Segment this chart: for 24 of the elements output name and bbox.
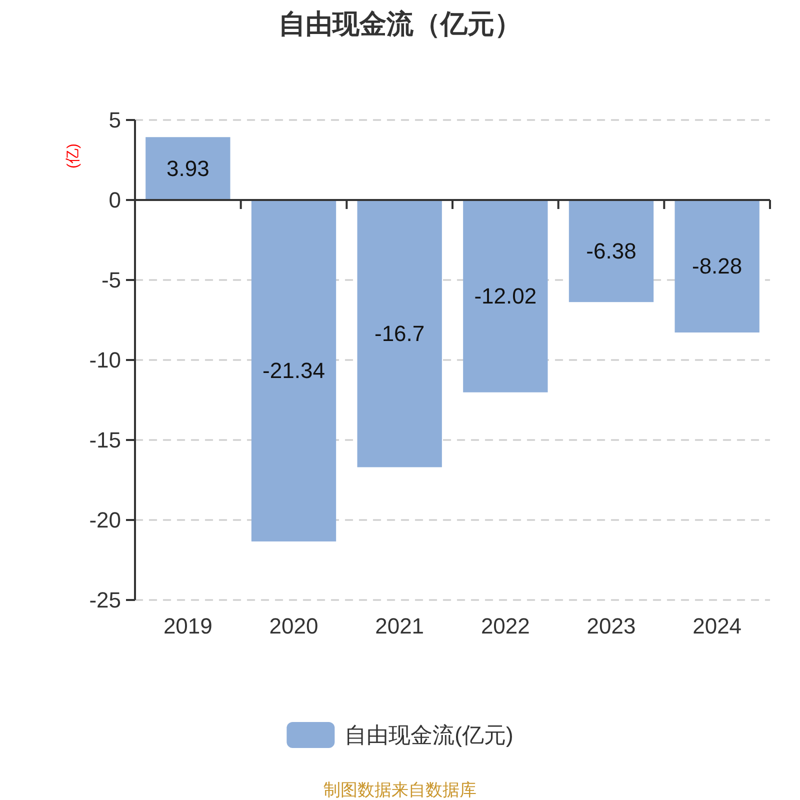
text: 制图数据来自数据库 [324,780,476,800]
y-tick-label: 5 [108,108,121,132]
x-tick-label: 2024 [692,614,742,638]
y-tick-label: -20 [89,508,121,532]
data-label: -6.38 [586,238,636,264]
y-tick-label: 0 [108,188,121,212]
x-tick-label: 2019 [163,614,212,638]
legend-label: 自由现金流(亿元) [344,722,514,748]
legend: 自由现金流(亿元) [286,722,514,748]
x-tick-label: 2022 [480,614,530,638]
y-tick-label: -10 [89,348,121,372]
y-tick-label: -25 [89,588,121,612]
data-label: -21.34 [262,358,325,384]
data-label: -12.02 [474,284,537,309]
data-label: -8.28 [692,254,742,279]
data-label: -16.7 [374,321,425,346]
y-axis-title: (亿) [64,144,82,168]
chart-title: 自由现金流（亿元） [278,9,522,39]
data-label: 3.93 [166,156,210,182]
x-tick-label: 2020 [269,614,318,638]
y-tick-label: -15 [89,428,121,452]
x-tick-label: 2021 [375,614,424,638]
y-tick-label: -5 [101,268,121,292]
x-tick-label: 2023 [586,614,636,638]
